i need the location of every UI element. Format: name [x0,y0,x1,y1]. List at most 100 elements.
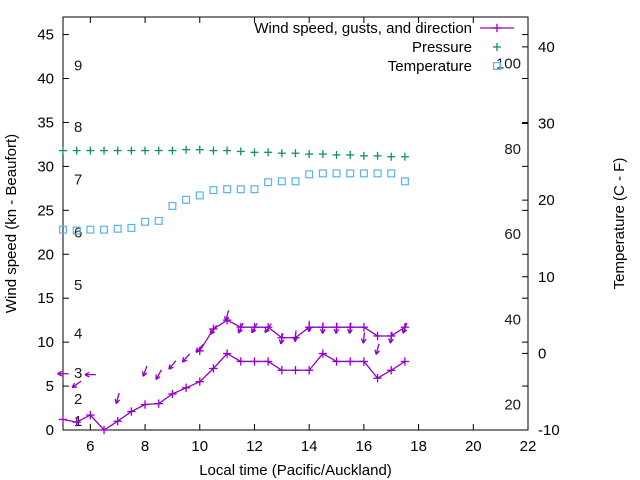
marker-square [141,217,150,226]
arrow-head [141,371,144,377]
marker-square [113,224,122,233]
series-line [199,319,406,352]
marker-square [209,186,218,195]
arrow-shaft [389,332,393,344]
arrow-shaft [237,322,244,334]
arrow-head [335,328,340,334]
arrow-head [278,339,282,345]
arrow-head [57,370,63,375]
arrow-head [401,328,404,334]
arrow-head [71,382,76,388]
arrow-head [209,331,216,335]
marker-square [72,226,81,235]
arrow-head [362,338,367,344]
marker-square [332,169,341,178]
legend-label-1: Pressure [412,39,472,56]
y-tick-label: 45 [37,27,54,44]
arrow-head [225,316,230,322]
legend-label-0: Wind speed, gusts, and direction [254,20,472,37]
arrow-head [114,398,117,404]
x-tick-label: 20 [465,438,482,455]
series-pressure [59,145,409,161]
arrow-head [402,329,408,334]
marker-square [223,185,232,194]
arrow-head [348,329,353,334]
arrow-head [155,376,161,380]
marker-square [277,177,286,186]
y2-tick-label: 40 [538,39,555,56]
legend-label-2: Temperature [388,58,472,75]
arrow-head [195,350,201,353]
beaufort-label: 8 [74,119,82,136]
x-tick-label: 12 [246,438,263,455]
arrow-head [389,338,394,344]
arrow-head [142,372,148,377]
series-wind-speed [58,349,410,435]
arrow-head [294,336,299,342]
y-tick-label: 10 [37,334,54,351]
marker-square [250,185,259,194]
y-tick-label: 30 [37,158,54,175]
arrow-head [374,349,377,355]
beaufort-label: 9 [74,57,82,74]
arrow-shaft [348,322,352,334]
marker-square [195,191,204,200]
y2-tick-label: 20 [538,192,555,209]
arrow-shaft [115,392,120,404]
arrow-shaft [335,322,338,334]
arrow-shaft [168,360,177,370]
y2-tick-label: 10 [538,269,555,286]
arrow-shaft [225,310,230,322]
x-tick-label: 18 [410,438,427,455]
fahrenheit-label: 80 [504,141,521,158]
arrow-head [347,328,351,334]
arrow-shaft [251,322,258,334]
arrow-head [72,386,78,389]
arrow-shaft [362,332,366,344]
arrow-head [360,338,364,344]
arrow-head [322,328,326,334]
arrow-head [319,328,324,334]
marker-square [154,216,163,225]
arrow-shaft [264,323,272,333]
y2-tick-label: 30 [538,116,555,133]
legend-entry [493,61,502,70]
arrow-shaft [155,369,163,380]
wind-direction-arrows [57,310,408,405]
arrow-head [251,329,257,334]
marker-square [182,195,191,204]
fahrenheit-label: 40 [504,312,521,329]
marker-square [318,169,327,178]
marker-square [127,223,136,232]
y-tick-label: 20 [37,246,54,263]
arrow-head [84,371,90,376]
y-tick-label: 5 [46,378,54,395]
arrow-head [209,329,212,335]
arrow-head [115,399,121,405]
arrow-shaft [375,343,380,355]
arrow-head [264,329,270,334]
arrow-shaft [209,324,218,335]
arrow-head [57,373,63,377]
x-tick-label: 22 [520,438,537,455]
y-tick-label: 40 [37,71,54,88]
x-tick-label: 16 [356,438,373,455]
arrow-shaft [142,365,148,377]
marker-square [100,225,109,234]
fahrenheit-label: 20 [504,397,521,414]
y-tick-label: 0 [46,422,54,439]
legend-entry [480,23,514,33]
marker-square [387,169,396,178]
x-tick-label: 8 [141,438,149,455]
beaufort-label: 5 [74,277,82,294]
arrow-shaft [402,322,408,334]
plot-frame [62,16,529,431]
arrow-head [280,339,285,345]
beaufort-label: 2 [74,391,82,408]
beaufort-label: 6 [74,224,82,241]
y-tick-label: 15 [37,290,54,307]
y2-tick-label: -10 [538,422,560,439]
marker-square [168,201,177,210]
marker-square [264,178,273,187]
y-tick-label: 25 [37,202,54,219]
